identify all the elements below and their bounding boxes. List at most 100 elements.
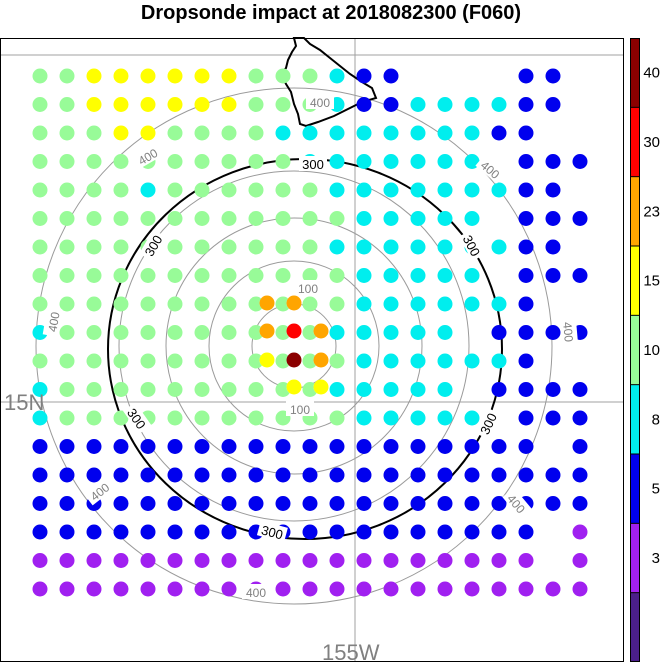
sample-dot: [113, 125, 129, 141]
sample-dot: [545, 268, 561, 283]
sample-dot: [167, 182, 183, 198]
sample-dot: [140, 524, 156, 540]
sample-dot: [356, 325, 372, 340]
sample-dot: [572, 211, 588, 226]
sample-dot: [491, 239, 507, 255]
sample-dot: [518, 467, 534, 483]
sample-dot: [329, 68, 345, 84]
sample-dot: [113, 467, 129, 483]
sample-dot: [140, 353, 156, 369]
sample-dot: [194, 553, 210, 568]
sample-dot: [221, 382, 237, 397]
sample-dot: [59, 325, 75, 340]
ring-label-bg: [502, 487, 532, 519]
sample-dot: [383, 268, 399, 283]
sample-dot: [248, 325, 264, 340]
range-ring-200: [208, 260, 380, 432]
sample-dot-center: [286, 352, 302, 368]
sample-dot: [437, 439, 453, 454]
sample-dot: [194, 268, 210, 283]
sample-dot: [194, 296, 210, 312]
sample-dot: [32, 581, 48, 597]
sample-dot: [32, 553, 48, 568]
sample-dot: [437, 97, 453, 112]
sample-dot: [86, 268, 102, 283]
sample-dot: [356, 182, 372, 198]
ring-label-bg: [286, 401, 314, 416]
sample-dot: [167, 154, 183, 169]
sample-dot: [518, 524, 534, 540]
sample-dot: [329, 496, 345, 511]
ring-label-400: 400: [45, 311, 62, 333]
sample-dot: [329, 410, 345, 426]
sample-dot: [410, 524, 426, 540]
sample-dot: [194, 182, 210, 198]
sample-dot: [32, 268, 48, 283]
sample-dot: [545, 581, 561, 597]
sample-dot: [113, 553, 129, 568]
sample-dot: [356, 296, 372, 312]
sample-dot: [329, 353, 345, 369]
sample-dot: [491, 467, 507, 483]
sample-dot: [113, 439, 129, 454]
sample-dot: [383, 296, 399, 312]
sample-dot: [86, 125, 102, 141]
sample-dot: [140, 68, 156, 84]
sample-dot: [113, 154, 129, 169]
sample-dot: [275, 467, 291, 483]
sample-dot: [59, 211, 75, 226]
sample-dot: [194, 325, 210, 340]
sample-dot: [221, 467, 237, 483]
ring-label-400: 400: [560, 321, 576, 342]
sample-dot: [113, 97, 129, 112]
sample-dot: [113, 581, 129, 597]
sample-dot: [113, 211, 129, 226]
sample-dot: [491, 325, 507, 340]
sample-dot: [383, 353, 399, 369]
sample-dot: [491, 353, 507, 369]
sample-dot: [329, 439, 345, 454]
sample-dot: [59, 97, 75, 112]
sample-dot: [356, 524, 372, 540]
ring-label-bg: [560, 317, 579, 347]
sample-dot: [356, 410, 372, 426]
range-rings: [35, 87, 553, 605]
sample-dot: [437, 211, 453, 226]
sample-dot: [410, 439, 426, 454]
sample-dot: [32, 467, 48, 483]
sample-dot: [86, 353, 102, 369]
sample-dot-center: [313, 352, 329, 368]
sample-dot: [518, 211, 534, 226]
sample-dot: [167, 68, 183, 84]
sample-dot: [491, 496, 507, 511]
lon-label: 155W: [322, 640, 380, 664]
sample-dot: [140, 382, 156, 397]
sample-dot: [248, 154, 264, 169]
sample-dot: [248, 496, 264, 511]
sample-dot: [410, 410, 426, 426]
sample-dot: [167, 382, 183, 397]
sample-dot: [86, 97, 102, 112]
sample-dot: [518, 68, 534, 84]
ring-label-bg: [139, 229, 167, 262]
sample-dot: [59, 581, 75, 597]
sample-dot: [194, 439, 210, 454]
sample-dot: [167, 239, 183, 255]
range-ring-500: [35, 87, 553, 605]
sample-dot: [140, 268, 156, 283]
sample-dot: [113, 325, 129, 340]
sample-dot: [113, 382, 129, 397]
sample-dot: [572, 154, 588, 169]
sample-dot: [86, 410, 102, 426]
sample-dot: [59, 296, 75, 312]
sample-dot: [221, 581, 237, 597]
sample-dot: [518, 268, 534, 283]
plot-border: [0, 38, 624, 662]
sample-dot: [329, 182, 345, 198]
sample-dot: [167, 524, 183, 540]
sample-dot: [437, 125, 453, 141]
sample-dot: [32, 439, 48, 454]
sample-dot: [302, 325, 318, 340]
